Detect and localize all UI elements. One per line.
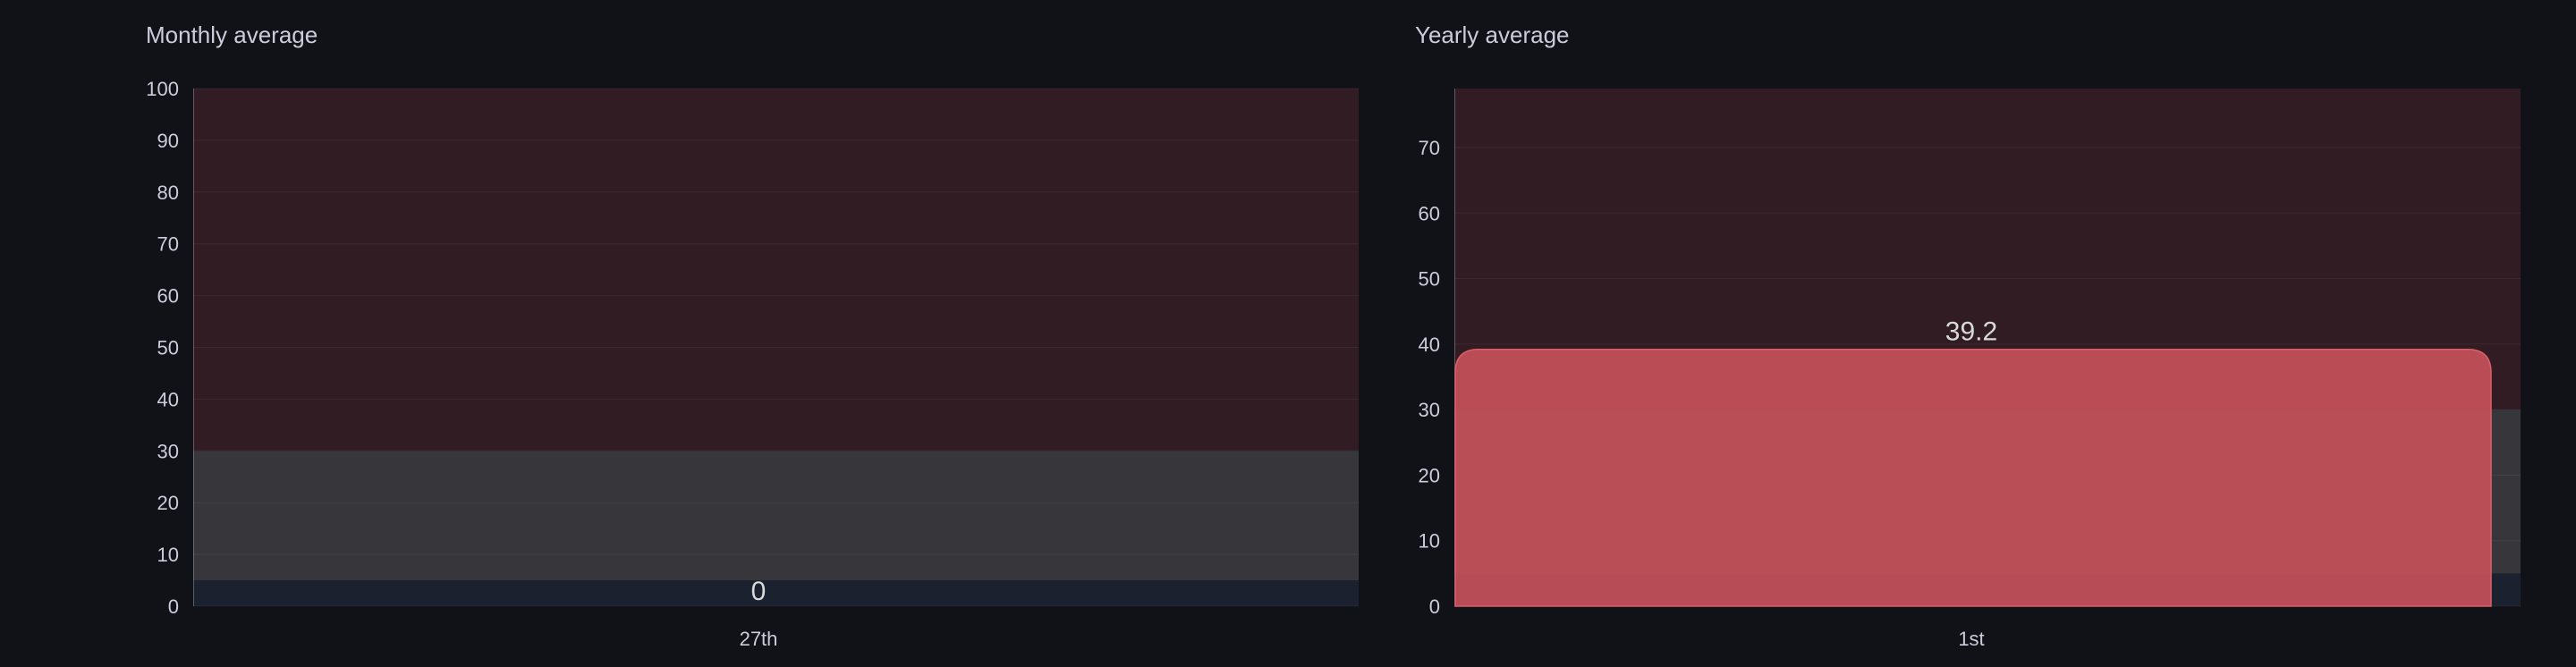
threshold-band [193, 580, 1359, 606]
bar-value-label: 0 [751, 577, 767, 606]
y-tick-label: 10 [157, 544, 179, 566]
y-tick-label: 80 [157, 182, 179, 204]
y-tick-label: 50 [1419, 268, 1440, 291]
y-tick-label: 50 [157, 337, 179, 359]
yearly-average-panel: Yearly average 0 10 20 30 40 50 60 70 39.2 1st [1288, 0, 2576, 667]
threshold-band [193, 451, 1359, 581]
threshold-band [193, 89, 1359, 452]
y-tick-label: 10 [1419, 530, 1440, 553]
y-tick-label: 70 [157, 233, 179, 256]
bar-value-label: 39.2 [1945, 317, 1997, 347]
panel-title: Monthly average [146, 21, 318, 48]
bar [1454, 348, 2492, 607]
y-tick-label: 60 [1419, 202, 1440, 224]
y-tick-label: 40 [157, 388, 179, 410]
yearly-average-chart: 0 10 20 30 40 50 60 70 39.2 1st [1419, 89, 2521, 650]
y-tick-label: 0 [168, 595, 179, 618]
panel-title: Yearly average [1415, 21, 1570, 48]
y-tick-label: 40 [1419, 334, 1440, 356]
monthly-average-panel: Monthly average 0 10 20 30 40 50 60 70 80 90 100 0 2… [146, 21, 1359, 650]
y-tick-label: 60 [157, 285, 179, 308]
y-tick-label: 100 [146, 78, 179, 100]
y-tick-label: 70 [1419, 137, 1440, 159]
y-tick-label: 90 [157, 130, 179, 152]
monthly-average-chart: 0 10 20 30 40 50 60 70 80 90 100 0 27th [146, 78, 1359, 650]
y-tick-label: 20 [157, 492, 179, 514]
x-tick-label: 27th [740, 628, 778, 650]
y-tick-label: 30 [1419, 399, 1440, 421]
y-tick-label: 0 [1429, 595, 1440, 618]
y-tick-label: 20 [1419, 464, 1440, 486]
y-tick-label: 30 [157, 440, 179, 462]
x-tick-label: 1st [1958, 628, 1984, 650]
